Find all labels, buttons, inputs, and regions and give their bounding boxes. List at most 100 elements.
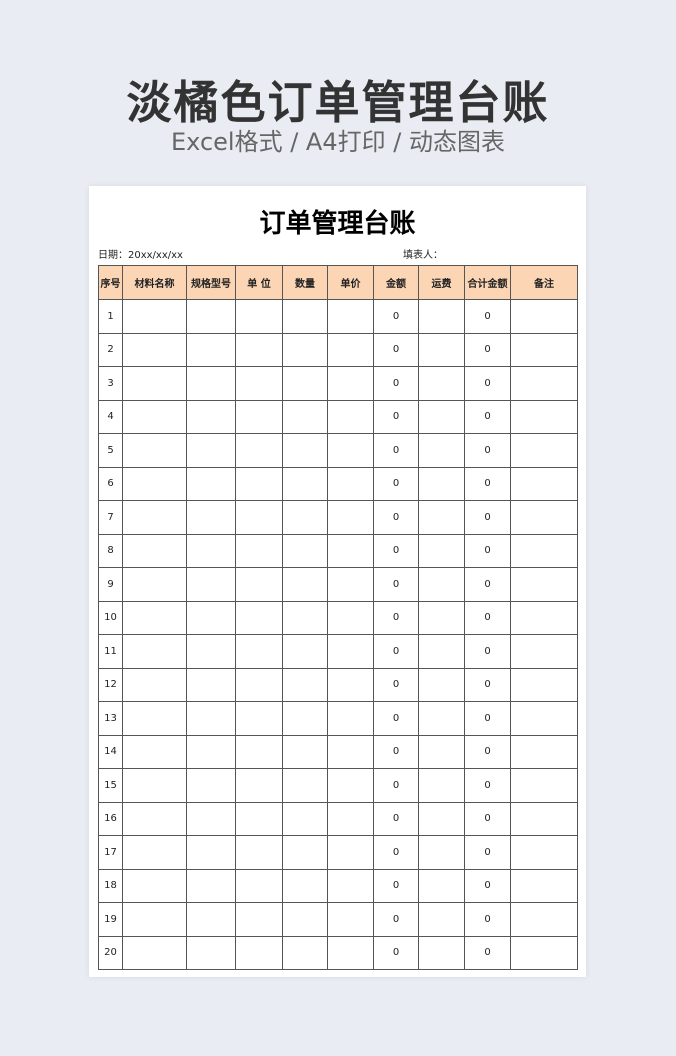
table-cell[interactable]: 0 — [464, 801, 511, 836]
table-cell[interactable] — [186, 902, 236, 937]
table-cell[interactable] — [510, 433, 578, 468]
table-cell[interactable] — [282, 466, 328, 501]
table-cell[interactable] — [418, 801, 465, 836]
table-cell[interactable] — [418, 567, 465, 602]
table-cell[interactable] — [122, 533, 187, 568]
table-cell[interactable] — [235, 768, 283, 803]
table-cell[interactable] — [418, 835, 465, 870]
table-cell[interactable] — [327, 366, 374, 401]
table-cell[interactable] — [327, 801, 374, 836]
table-cell[interactable] — [235, 299, 283, 334]
table-cell[interactable] — [510, 366, 578, 401]
table-cell[interactable]: 0 — [464, 868, 511, 903]
table-cell[interactable] — [186, 533, 236, 568]
table-cell[interactable]: 0 — [373, 533, 419, 568]
table-cell[interactable] — [186, 634, 236, 669]
table-cell[interactable] — [122, 466, 187, 501]
table-cell[interactable] — [327, 600, 374, 635]
table-cell[interactable] — [418, 433, 465, 468]
table-cell[interactable] — [235, 533, 283, 568]
table-cell[interactable]: 0 — [373, 701, 419, 736]
table-cell[interactable] — [186, 801, 236, 836]
table-cell[interactable] — [122, 902, 187, 937]
table-cell[interactable] — [418, 667, 465, 702]
table-cell[interactable] — [327, 734, 374, 769]
table-cell[interactable] — [235, 399, 283, 434]
table-cell[interactable] — [122, 935, 187, 970]
table-cell[interactable] — [282, 868, 328, 903]
table-cell[interactable]: 0 — [373, 567, 419, 602]
table-cell[interactable] — [327, 466, 374, 501]
table-cell[interactable]: 0 — [464, 835, 511, 870]
table-cell[interactable] — [235, 433, 283, 468]
table-cell[interactable] — [122, 332, 187, 367]
table-cell[interactable] — [122, 567, 187, 602]
table-cell[interactable]: 0 — [373, 801, 419, 836]
table-cell[interactable] — [282, 433, 328, 468]
table-cell[interactable] — [235, 801, 283, 836]
table-cell[interactable] — [418, 399, 465, 434]
table-cell[interactable]: 0 — [373, 902, 419, 937]
table-cell[interactable] — [122, 433, 187, 468]
table-cell[interactable]: 0 — [464, 399, 511, 434]
table-cell[interactable]: 19 — [98, 902, 123, 937]
table-cell[interactable] — [186, 567, 236, 602]
table-cell[interactable] — [186, 768, 236, 803]
table-cell[interactable] — [282, 634, 328, 669]
table-cell[interactable] — [510, 801, 578, 836]
table-cell[interactable] — [418, 466, 465, 501]
table-cell[interactable] — [327, 868, 374, 903]
table-cell[interactable]: 13 — [98, 701, 123, 736]
table-cell[interactable] — [418, 500, 465, 535]
table-cell[interactable] — [282, 600, 328, 635]
table-cell[interactable] — [122, 801, 187, 836]
table-cell[interactable] — [235, 667, 283, 702]
table-cell[interactable] — [235, 935, 283, 970]
table-cell[interactable]: 0 — [373, 835, 419, 870]
table-cell[interactable]: 0 — [464, 634, 511, 669]
table-cell[interactable] — [418, 600, 465, 635]
table-cell[interactable]: 0 — [464, 935, 511, 970]
table-cell[interactable] — [510, 768, 578, 803]
table-cell[interactable] — [327, 634, 374, 669]
table-cell[interactable] — [510, 868, 578, 903]
table-cell[interactable] — [418, 332, 465, 367]
table-cell[interactable] — [186, 600, 236, 635]
table-cell[interactable]: 6 — [98, 466, 123, 501]
table-cell[interactable] — [510, 500, 578, 535]
table-cell[interactable]: 18 — [98, 868, 123, 903]
table-cell[interactable] — [186, 701, 236, 736]
table-cell[interactable] — [282, 902, 328, 937]
table-cell[interactable] — [510, 902, 578, 937]
table-cell[interactable] — [282, 768, 328, 803]
table-cell[interactable]: 0 — [464, 768, 511, 803]
table-cell[interactable] — [510, 332, 578, 367]
table-cell[interactable] — [122, 701, 187, 736]
table-cell[interactable]: 0 — [373, 667, 419, 702]
table-cell[interactable] — [418, 902, 465, 937]
table-cell[interactable] — [122, 600, 187, 635]
table-cell[interactable] — [327, 399, 374, 434]
table-cell[interactable]: 3 — [98, 366, 123, 401]
table-cell[interactable] — [510, 600, 578, 635]
table-cell[interactable]: 0 — [373, 634, 419, 669]
table-cell[interactable] — [282, 500, 328, 535]
table-cell[interactable] — [122, 667, 187, 702]
table-cell[interactable] — [327, 500, 374, 535]
table-cell[interactable] — [235, 835, 283, 870]
table-cell[interactable]: 0 — [373, 332, 419, 367]
table-cell[interactable] — [327, 701, 374, 736]
table-cell[interactable] — [418, 868, 465, 903]
table-cell[interactable]: 0 — [373, 935, 419, 970]
table-cell[interactable]: 0 — [373, 366, 419, 401]
table-cell[interactable] — [282, 332, 328, 367]
table-cell[interactable]: 0 — [373, 868, 419, 903]
table-cell[interactable]: 5 — [98, 433, 123, 468]
table-cell[interactable] — [418, 366, 465, 401]
table-cell[interactable]: 1 — [98, 299, 123, 334]
table-cell[interactable] — [282, 734, 328, 769]
table-cell[interactable] — [186, 399, 236, 434]
table-cell[interactable] — [510, 299, 578, 334]
table-cell[interactable] — [122, 768, 187, 803]
table-cell[interactable] — [122, 399, 187, 434]
